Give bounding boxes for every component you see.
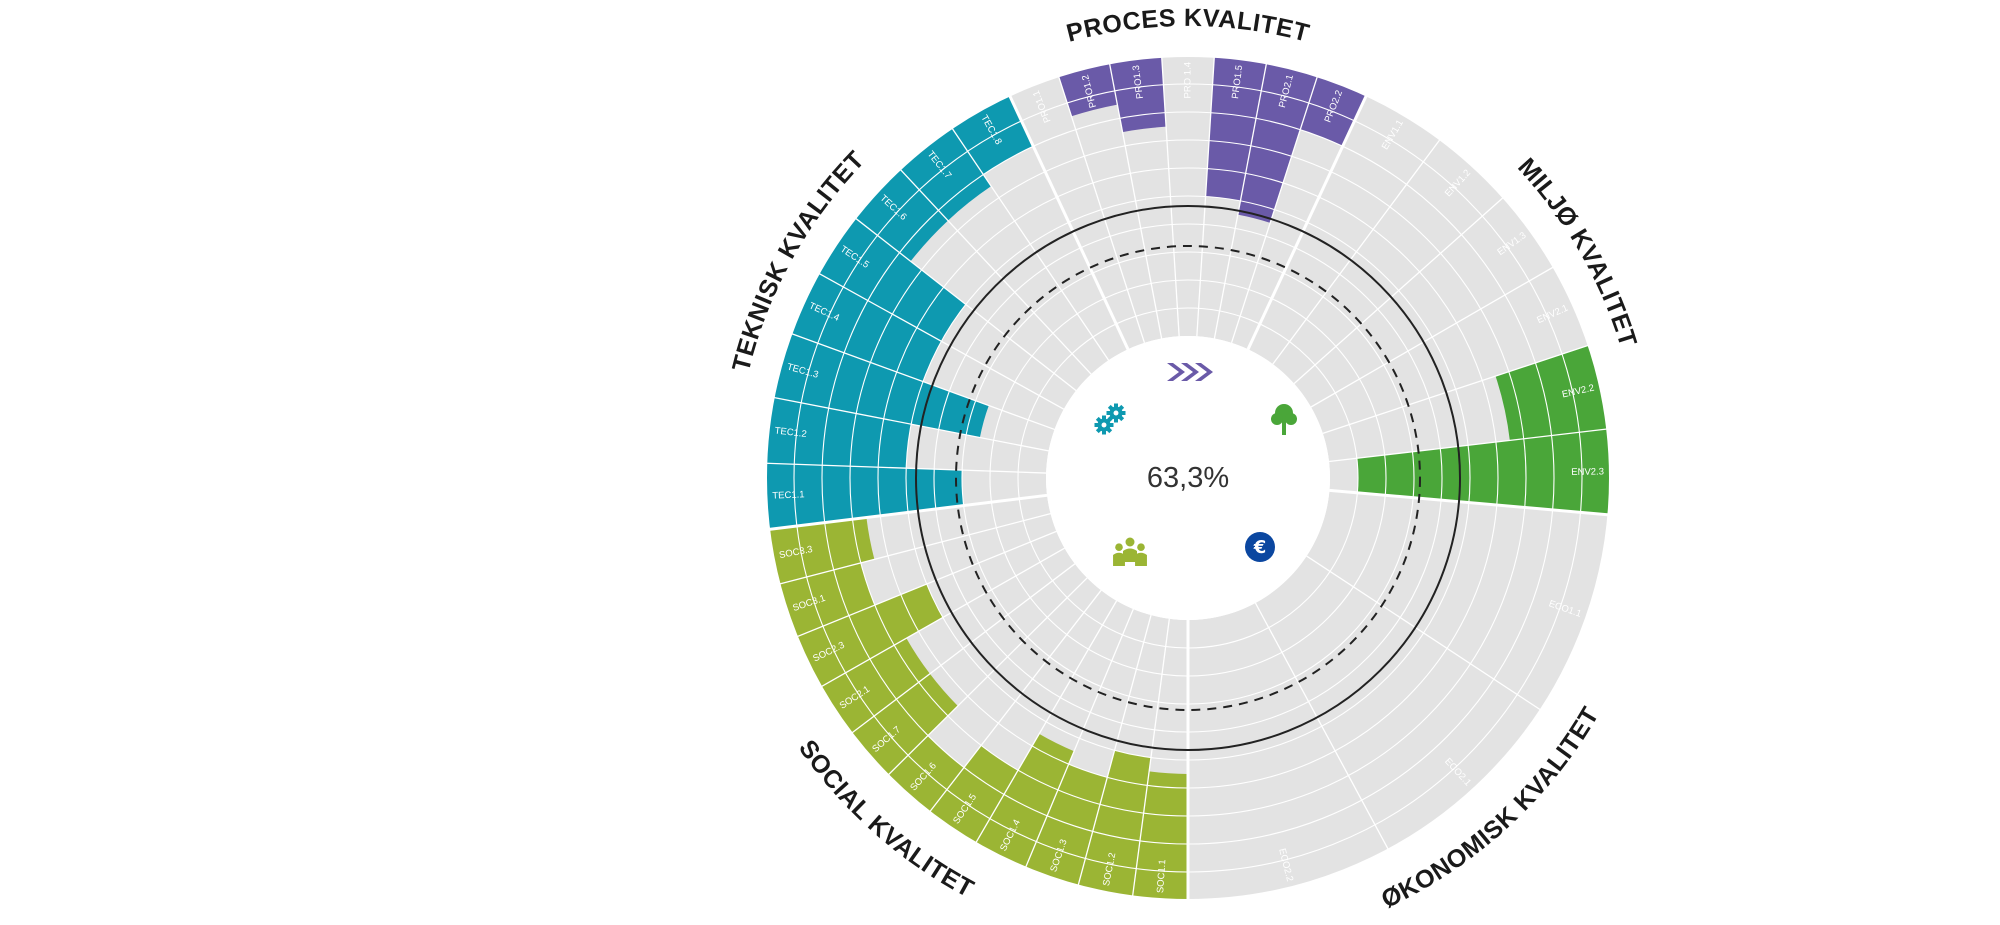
- bar-tec1.5: [818, 218, 966, 342]
- people-icon: [1113, 537, 1147, 566]
- bar-pro1.2: [1058, 63, 1118, 117]
- bar-soc1.1: [1132, 771, 1188, 900]
- grid-ring: [793, 83, 1583, 873]
- grid-ring: [905, 195, 1471, 761]
- grid-ring: [1017, 307, 1359, 649]
- grid-ring: [849, 139, 1527, 817]
- overall-score: 63,3%: [1146, 462, 1230, 494]
- grid-ring: [933, 223, 1443, 733]
- bar-pro2.1: [1237, 63, 1318, 223]
- bar-soc3.3: [769, 517, 875, 584]
- icon-layer: €: [1094, 363, 1297, 566]
- bar-env2.3: [1356, 429, 1611, 515]
- chart-background-ring: [765, 56, 1610, 900]
- criterion-label: ENV2.3: [1571, 466, 1604, 477]
- bar-soc1.3: [1025, 764, 1108, 886]
- gears-icon: [1094, 403, 1126, 435]
- criterion-label: TEC1.2: [774, 425, 807, 440]
- bar-pro1.5: [1205, 56, 1267, 201]
- bar-tec1.1: [766, 463, 964, 530]
- bar-soc1.2: [1078, 750, 1151, 897]
- bar-tec1.3: [773, 333, 989, 438]
- criterion-label: PRO1.5: [1230, 65, 1245, 100]
- bar-soc3.1: [779, 562, 875, 637]
- category-boundary: [766, 493, 1048, 532]
- bar-soc2.3: [796, 584, 943, 687]
- bar-env2.2: [1495, 345, 1608, 441]
- euro-icon: €: [1245, 532, 1275, 562]
- bar-soc1.5: [929, 745, 1019, 843]
- bar-layer: [765, 56, 1611, 900]
- grid-ring: [821, 111, 1555, 845]
- category-boundary: [1007, 93, 1130, 350]
- reference-ring-solid: [915, 205, 1461, 751]
- criterion-label: PRO 1.4: [1183, 62, 1194, 98]
- grid-ring: [961, 251, 1415, 705]
- svg-text:€: €: [1253, 537, 1267, 558]
- criterion-label: PRO1.3: [1131, 65, 1146, 100]
- grid-ring: [989, 279, 1387, 677]
- tree-icon: [1271, 404, 1297, 435]
- bar-soc2.1: [821, 638, 930, 734]
- criterion-label: SOC1.1: [1155, 859, 1168, 893]
- category-boundary: [1329, 488, 1611, 517]
- outer-edge: [765, 55, 1611, 901]
- bar-soc1.4: [975, 733, 1075, 868]
- reference-ring-dashed: [955, 245, 1421, 711]
- criterion-label: TEC1.1: [772, 489, 805, 501]
- grid-ring: [877, 167, 1499, 789]
- bar-tec1.2: [766, 397, 912, 469]
- category-boundary: [1246, 93, 1369, 350]
- bar-soc1.7: [851, 673, 958, 775]
- bar-tec1.7: [900, 128, 992, 221]
- ring-layer: [915, 205, 1461, 751]
- chevrons-icon: [1167, 363, 1213, 381]
- category-title-process: PROCES KVALITET: [1064, 4, 1313, 48]
